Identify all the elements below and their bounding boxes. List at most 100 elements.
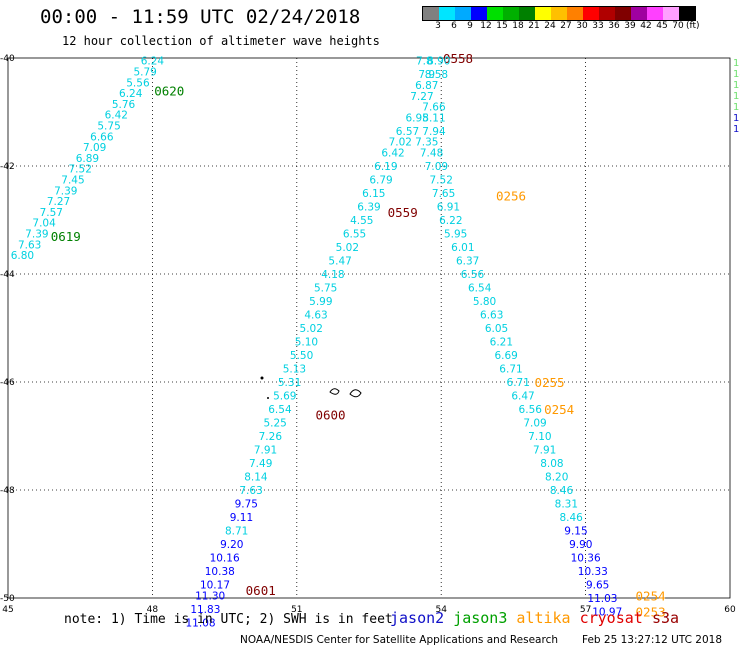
swh-value: 6.69 (494, 350, 517, 362)
swh-value: 5.02 (300, 323, 323, 335)
swh-value: 5.69 (273, 391, 296, 403)
colorbar-swatch (471, 7, 487, 20)
legend-cryosat: cryosat (579, 609, 643, 627)
swh-value: 6.57 (396, 126, 419, 138)
swh-value: 6.63 (480, 310, 503, 322)
colorbar-label: 36 (608, 21, 620, 31)
colorbar-label: 18 (512, 21, 524, 31)
legend-altika: altika (516, 609, 571, 627)
track-time-label: 0620 (154, 83, 184, 98)
plot-frame (7, 57, 731, 599)
swh-value: 7.09 (83, 142, 106, 154)
swh-value: 7.02 (389, 137, 412, 149)
swh-value: 7.52 (430, 175, 453, 187)
swh-value: 8.31 (555, 499, 578, 511)
swh-value: 10.33 (578, 566, 608, 578)
swh-value: 6.47 (511, 391, 534, 403)
colorbar-swatch (551, 7, 567, 20)
swh-value: 6.42 (105, 110, 128, 122)
swh-value: 10.16 (210, 553, 240, 565)
colorbar-label: 27 (560, 21, 572, 31)
swh-value: 9.20 (220, 539, 243, 551)
x-tick-label: 60 (724, 605, 736, 615)
swh-value: 7.45 (61, 175, 84, 187)
colorbar-label: 6 (451, 21, 457, 31)
swh-value: 7.63 (239, 485, 262, 497)
swh-value: 7.39 (25, 229, 48, 241)
island-dot (260, 376, 264, 380)
swh-value: 7.91 (254, 445, 277, 457)
swh-value: 6.71 (499, 364, 522, 376)
swh-value: 9.11 (230, 512, 253, 524)
colorbar-label: 70 (672, 21, 684, 31)
swh-value: 9.75 (235, 499, 258, 511)
track-time-label: 0559 (388, 205, 418, 220)
credit-line: NOAA/NESDIS Center for Satellite Applica… (240, 634, 558, 646)
swh-value: 4.63 (304, 310, 327, 322)
colorbar-swatch (679, 7, 695, 20)
colorbar-label: 42 (640, 21, 652, 31)
colorbar-label: 45 (656, 21, 668, 31)
colorbar-swatch (615, 7, 631, 20)
x-tick-label: 51 (291, 605, 302, 615)
swh-value: 6.56 (519, 404, 543, 416)
swh-value: 5.75 (314, 283, 337, 295)
swh-value: 6.21 (490, 337, 513, 349)
colorbar-label: 9 (467, 21, 473, 31)
swh-value: 8.46 (550, 485, 574, 497)
swh-value: 5.25 (263, 418, 286, 430)
swh-value: 10.17 (200, 580, 230, 592)
swh-value: 7.09 (523, 418, 546, 430)
swh-value: 7.27 (410, 91, 433, 103)
colorbar-label: 12 (480, 21, 492, 31)
swh-value: 5.79 (133, 67, 156, 79)
edge-swh-value: 11 (733, 124, 740, 135)
legend-s3a: s3a (652, 609, 680, 627)
swh-value: 7.57 (40, 207, 63, 219)
swh-value: 6.55 (343, 229, 366, 241)
track-time-label: 0601 (246, 583, 276, 598)
swh-value: 8.58 (425, 69, 448, 81)
swh-value: 7.04 (32, 218, 56, 230)
swh-value: 5.10 (295, 337, 318, 349)
y-tick-label: -40 (0, 54, 15, 64)
swh-value: 6.24 (119, 88, 143, 100)
swh-value: 6.79 (369, 175, 392, 187)
swh-value: 5.47 (328, 256, 351, 268)
colorbar-swatch (647, 7, 663, 20)
swh-value: 8.90 (427, 56, 450, 68)
swh-value: 6.24 (141, 56, 165, 68)
swh-value: 7.27 (47, 196, 70, 208)
track-time-label: 0254 (636, 588, 666, 603)
swh-value: 7.52 (69, 164, 92, 176)
swh-value: 8.20 (545, 472, 568, 484)
page-subtitle: 12 hour collection of altimeter wave hei… (62, 34, 380, 48)
swh-value: 6.39 (357, 202, 380, 214)
generated-timestamp: Feb 25 13:27:12 UTC 2018 (582, 634, 722, 646)
track-time-label: 0255 (534, 375, 564, 390)
swh-value: 10.38 (205, 566, 235, 578)
colorbar-label: 39 (624, 21, 636, 31)
swh-value: 6.19 (374, 161, 397, 173)
swh-value: 6.56 (461, 269, 485, 281)
colorbar-label: 33 (592, 21, 604, 31)
swh-value: 5.75 (97, 121, 120, 133)
swh-value: 7.9 (418, 69, 435, 81)
swh-value: 5.56 (126, 77, 150, 89)
swh-value: 6.91 (437, 202, 460, 214)
swh-value: 8.08 (540, 458, 563, 470)
swh-value: 6.22 (439, 215, 462, 227)
swh-value: 11.08 (186, 617, 216, 629)
swh-value: 7.63 (18, 239, 41, 251)
swh-value: 9.90 (569, 539, 592, 551)
swh-value: 6.95 (405, 112, 428, 124)
swh-value: 8.14 (244, 472, 268, 484)
y-tick-label: -46 (0, 378, 15, 388)
swh-value: 6.42 (381, 148, 404, 160)
colorbar-swatch (519, 7, 535, 20)
swh-value: 7.26 (259, 431, 283, 443)
swh-value: 6.89 (76, 153, 99, 165)
island-outline (349, 389, 362, 398)
y-tick-label: -42 (0, 162, 15, 172)
track-time-label: 0253 (636, 605, 666, 620)
